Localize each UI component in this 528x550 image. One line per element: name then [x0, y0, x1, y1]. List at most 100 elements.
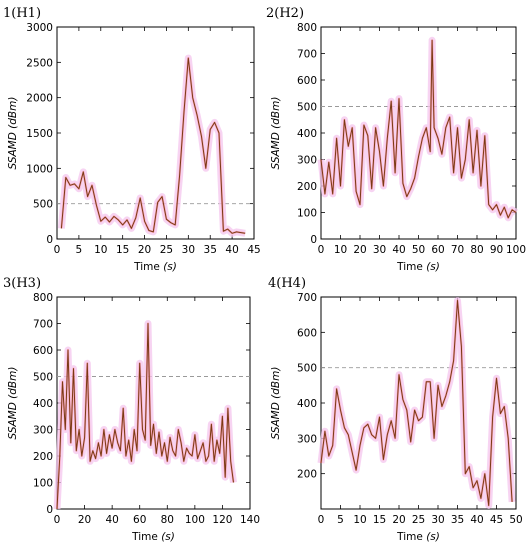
- x-axis-label: Time (s): [396, 531, 440, 543]
- x-tick-label: 40: [392, 244, 405, 256]
- x-tick-label: 0: [54, 514, 61, 526]
- x-tick-label: 15: [373, 514, 386, 526]
- y-tick-label: 0: [46, 504, 53, 516]
- y-axis-label: SSAMD (dBm): [7, 367, 19, 440]
- y-tick-label: 200: [33, 451, 53, 463]
- y-tick-label: 0: [310, 234, 317, 246]
- x-tick-label: 80: [470, 244, 483, 256]
- y-tick-label: 2000: [26, 93, 53, 105]
- x-tick-label: 35: [451, 514, 464, 526]
- x-tick-label: 70: [451, 244, 464, 256]
- x-tick-label: 20: [138, 244, 151, 256]
- y-tick-label: 500: [33, 199, 53, 211]
- x-tick-label: 40: [225, 244, 238, 256]
- chart-panel-1: 1(H1) 0 5 10 15 20 25 30 35 40 45 0 500 1000 1500 2000 2…: [3, 6, 261, 273]
- x-tick-label: 45: [247, 244, 260, 256]
- y-tick-label: 1500: [26, 128, 53, 140]
- y-tick-label: 400: [297, 128, 317, 140]
- x-tick-label: 25: [412, 514, 425, 526]
- x-tick-label: 100: [506, 244, 526, 256]
- x-axis-label: Time (s): [133, 261, 177, 273]
- x-tick-label: 30: [431, 514, 444, 526]
- x-tick-label: 15: [116, 244, 129, 256]
- chart-panel-3: 3(H3) 0 20 40 60 80 100 120 140 0 100 200 300 400 500 6…: [3, 276, 260, 543]
- x-tick-label: 140: [240, 514, 260, 526]
- y-tick-label: 200: [297, 181, 317, 193]
- y-tick-label: 800: [33, 292, 53, 304]
- y-tick-label: 3000: [26, 22, 53, 34]
- y-tick-label: 100: [33, 478, 53, 490]
- series-glow: [57, 54, 246, 237]
- x-axis-label-text: Time: [131, 531, 161, 543]
- panel-label: 4(H4): [268, 276, 306, 291]
- x-axis-label-text: Time: [396, 261, 426, 273]
- y-axis-label-text: SSAMD: [270, 129, 282, 170]
- y-tick-label: 100: [297, 208, 317, 220]
- x-tick-label: 0: [318, 244, 325, 256]
- x-tick-label: 25: [160, 244, 173, 256]
- x-tick-label: 80: [161, 514, 174, 526]
- y-tick-label: 500: [297, 102, 317, 114]
- y-tick-label: 500: [33, 372, 53, 384]
- y-tick-label: 700: [33, 319, 53, 331]
- x-tick-label: 100: [185, 514, 205, 526]
- x-tick-label: 20: [392, 514, 405, 526]
- x-tick-label: 60: [133, 514, 146, 526]
- x-tick-label: 60: [431, 244, 444, 256]
- y-tick-label: 300: [297, 433, 317, 445]
- y-tick-label: 0: [46, 234, 53, 246]
- y-tick-label: 600: [297, 75, 317, 87]
- y-axis-unit: (dBm): [270, 97, 282, 129]
- x-axis-label-text: Time: [396, 531, 426, 543]
- x-tick-label: 90: [490, 244, 503, 256]
- y-tick-label: 400: [297, 398, 317, 410]
- series-line: [320, 39, 517, 219]
- y-tick-label: 800: [297, 22, 317, 34]
- x-tick-label: 30: [373, 244, 386, 256]
- x-tick-label: 120: [212, 514, 232, 526]
- y-tick-label: 2500: [26, 57, 53, 69]
- y-axis-label-text: SSAMD: [7, 129, 19, 170]
- x-tick-label: 50: [412, 244, 425, 256]
- series-glow: [317, 297, 516, 509]
- y-tick-label: 700: [297, 49, 317, 61]
- y-tick-label: 200: [297, 469, 317, 481]
- x-tick-label: 0: [318, 514, 325, 526]
- chart-panel-4: 4(H4) 0 5 10 15 20 25 30 35 40 45 50 200 300 400 500 600…: [268, 276, 523, 543]
- panel-label: 1(H1): [3, 6, 41, 21]
- x-tick-label: 45: [490, 514, 503, 526]
- x-tick-label: 50: [509, 514, 522, 526]
- x-tick-label: 20: [353, 244, 366, 256]
- panel-label: 3(H3): [3, 276, 41, 291]
- chart-panel-2: 2(H2)0 10 20 30 40 50 60 70 80 90 1000100200300400…: [266, 6, 526, 273]
- x-axis-unit: (s): [161, 531, 175, 543]
- y-tick-label: 300: [33, 425, 53, 437]
- x-tick-label: 30: [182, 244, 195, 256]
- x-tick-label: 0: [54, 244, 61, 256]
- y-tick-label: 600: [33, 345, 53, 357]
- x-tick-label: 35: [204, 244, 217, 256]
- x-axis-label: Time (s): [396, 261, 440, 273]
- x-tick-label: 20: [78, 514, 91, 526]
- panel-label: 2(H2): [266, 6, 304, 21]
- x-tick-label: 40: [470, 514, 483, 526]
- x-tick-label: 5: [76, 244, 83, 256]
- y-tick-label: 400: [33, 398, 53, 410]
- y-tick-label: 700: [297, 292, 317, 304]
- x-axis-label-text: Time: [133, 261, 163, 273]
- x-tick-label: 5: [337, 514, 344, 526]
- y-axis-unit: (dBm): [7, 97, 19, 129]
- y-axis-label: SSAMD (dBm): [7, 97, 19, 170]
- y-tick-label: 600: [297, 327, 317, 339]
- x-tick-label: 10: [94, 244, 107, 256]
- y-tick-label: 1000: [26, 163, 53, 175]
- series-glow: [317, 36, 518, 222]
- y-axis-label-text: SSAMD: [270, 399, 282, 440]
- y-axis-label: SSAMD (dBm): [270, 97, 282, 170]
- y-tick-label: 300: [297, 155, 317, 167]
- y-tick-label: 500: [297, 363, 317, 375]
- x-tick-label: 40: [105, 514, 118, 526]
- x-axis-unit: (s): [426, 261, 440, 273]
- x-axis-label: Time (s): [131, 531, 175, 543]
